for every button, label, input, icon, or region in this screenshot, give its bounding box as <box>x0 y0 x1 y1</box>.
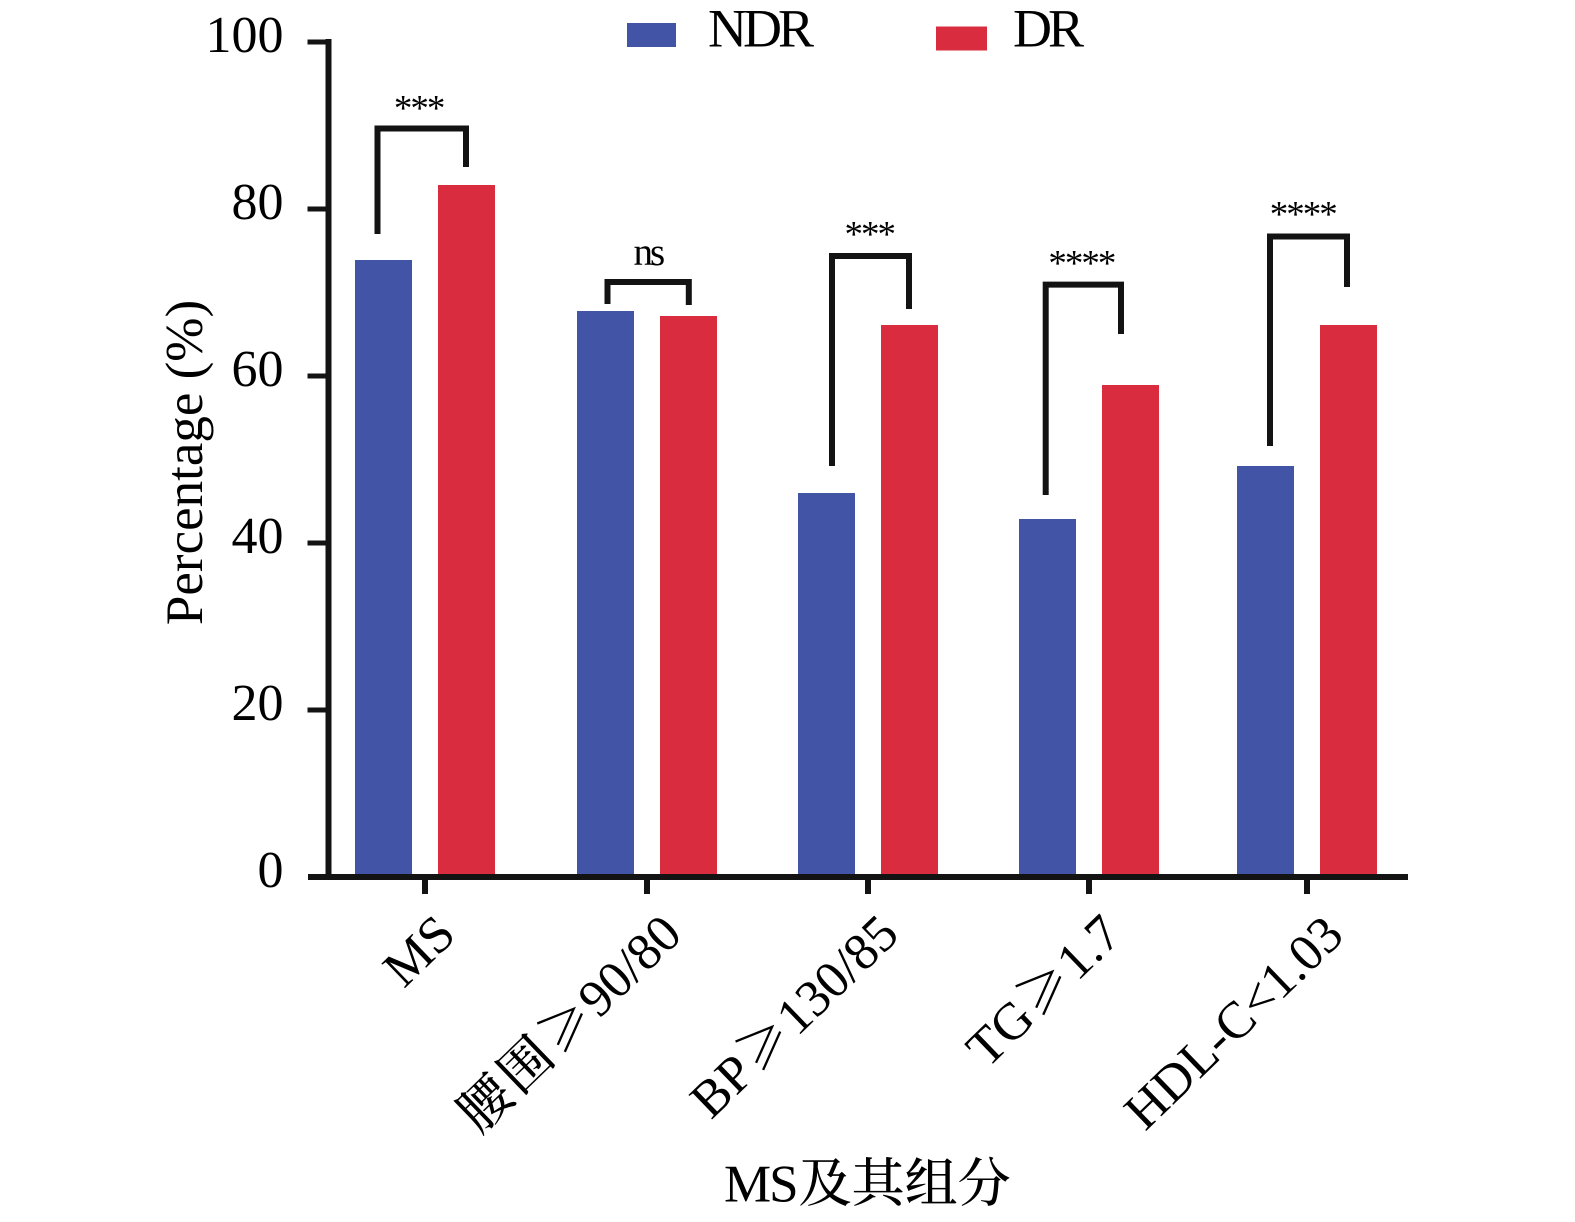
svg-text:Percentage (%): Percentage (%) <box>156 300 214 625</box>
svg-text:100: 100 <box>206 7 284 64</box>
svg-text:0: 0 <box>258 842 284 899</box>
svg-text:NDR: NDR <box>708 0 814 59</box>
svg-text:***: *** <box>845 215 895 256</box>
svg-text:80: 80 <box>232 174 284 231</box>
svg-text:DR: DR <box>1013 0 1084 59</box>
svg-text:***: *** <box>394 89 444 130</box>
svg-text:20: 20 <box>232 675 284 732</box>
svg-text:****: **** <box>1270 195 1337 236</box>
svg-text:60: 60 <box>232 341 284 398</box>
svg-text:40: 40 <box>232 508 284 565</box>
svg-text:****: **** <box>1048 244 1115 285</box>
svg-text:ns: ns <box>633 231 664 274</box>
svg-text:MS: MS <box>724 1156 797 1214</box>
